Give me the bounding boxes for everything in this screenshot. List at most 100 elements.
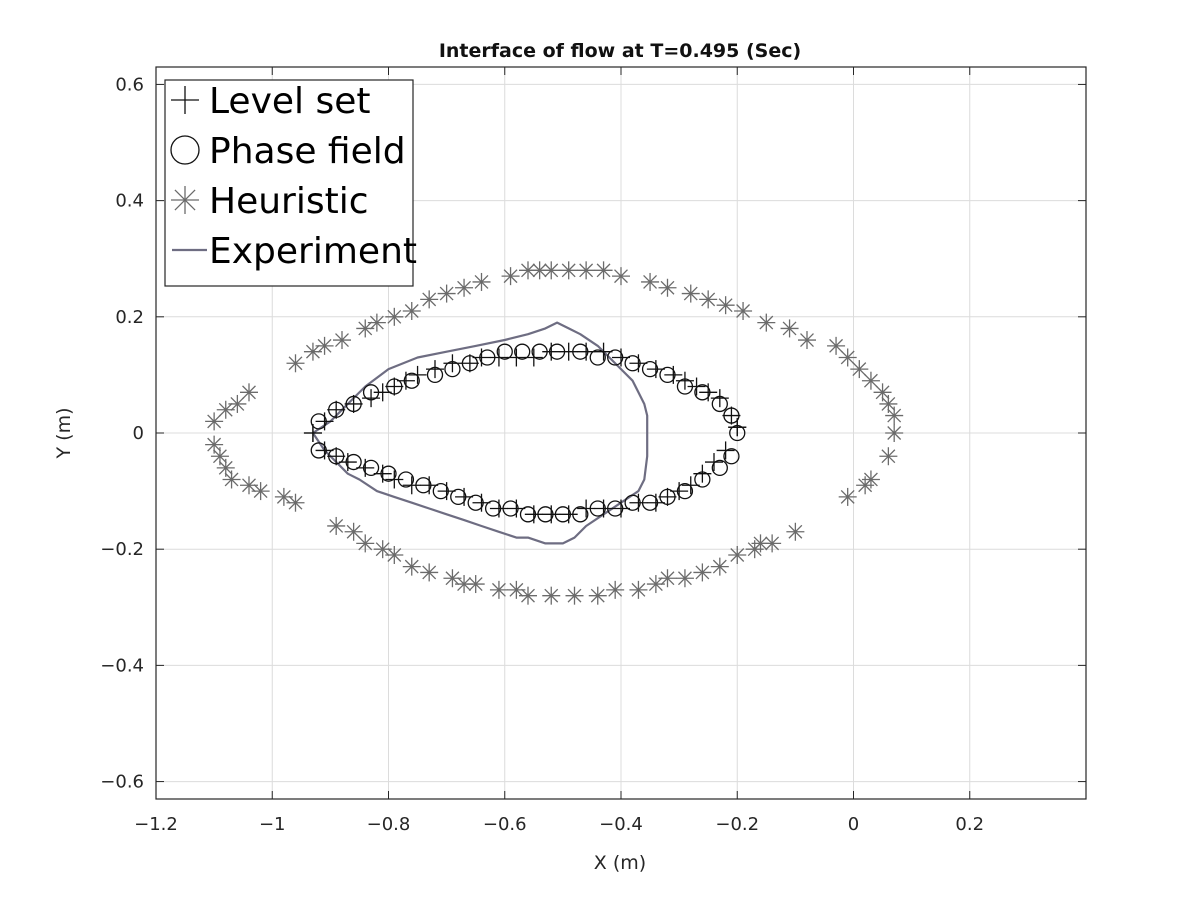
data-point-level-set <box>722 406 741 425</box>
data-point-level-set <box>577 342 596 361</box>
series-heuristic <box>205 261 904 605</box>
x-tick-label: −0.2 <box>715 814 759 835</box>
data-point-heuristic <box>885 424 904 442</box>
asterisk-stroke <box>242 478 256 493</box>
data-point-level-set <box>373 464 392 483</box>
data-point-heuristic <box>489 580 508 599</box>
data-point-level-set <box>420 476 439 495</box>
asterisk-stroke <box>212 449 227 464</box>
data-point-heuristic <box>827 336 846 355</box>
data-point-level-set <box>472 348 491 367</box>
asterisk-stroke <box>224 472 239 487</box>
data-point-heuristic <box>367 313 386 332</box>
data-point-heuristic <box>356 534 375 553</box>
data-point-heuristic <box>542 261 561 280</box>
y-tick-label: 0.2 <box>115 307 144 328</box>
data-point-heuristic <box>838 487 857 506</box>
data-point-level-set <box>338 453 357 472</box>
data-point-level-set <box>693 464 712 483</box>
data-point-level-set <box>472 493 491 512</box>
data-point-heuristic <box>745 540 764 559</box>
data-point-heuristic <box>565 586 584 605</box>
asterisk-stroke <box>852 362 867 377</box>
data-point-heuristic <box>879 447 898 466</box>
legend-swatch-heuristic <box>171 186 199 214</box>
asterisk-stroke <box>579 263 594 278</box>
asterisk-stroke <box>468 577 483 591</box>
x-tick-label: −1.2 <box>134 814 178 835</box>
data-point-level-set <box>489 499 508 518</box>
legend-label-level-set: Level set <box>209 81 371 122</box>
asterisk-stroke <box>387 548 402 562</box>
asterisk-stroke <box>631 582 646 597</box>
asterisk-stroke <box>614 269 628 284</box>
x-tick-label: 0.2 <box>955 814 984 835</box>
data-point-heuristic <box>658 278 677 297</box>
asterisk-stroke <box>800 333 814 347</box>
asterisk-stroke <box>712 559 727 574</box>
y-tick-label: −0.4 <box>100 655 144 676</box>
asterisk-stroke <box>701 292 716 307</box>
data-point-level-set <box>629 493 648 512</box>
data-point-level-set <box>315 441 334 460</box>
asterisk-stroke <box>491 582 506 597</box>
data-point-heuristic <box>286 354 305 373</box>
data-point-phase-field <box>514 343 531 360</box>
x-axis-label: X (m) <box>594 852 646 874</box>
legend-label-phase-field: Phase field <box>209 131 406 172</box>
asterisk-stroke <box>474 275 489 289</box>
asterisk-stroke <box>660 280 675 295</box>
data-point-level-set <box>507 348 526 367</box>
asterisk-stroke <box>596 263 611 278</box>
asterisk-stroke <box>730 548 745 562</box>
plot-frame <box>155 66 1087 800</box>
data-point-level-set <box>577 499 596 518</box>
asterisk-stroke <box>457 280 472 295</box>
data-point-heuristic <box>240 476 258 495</box>
data-point-heuristic <box>472 272 491 291</box>
data-point-heuristic <box>402 302 421 320</box>
data-point-phase-field <box>496 343 513 360</box>
data-point-phase-field <box>711 459 728 477</box>
asterisk-stroke <box>317 338 332 353</box>
data-point-level-set <box>443 354 462 373</box>
series-level-set <box>303 342 747 524</box>
data-point-level-set <box>664 365 683 384</box>
data-point-heuristic <box>420 290 439 309</box>
data-point-heuristic <box>344 522 363 541</box>
data-point-level-set <box>373 383 392 402</box>
data-point-level-set <box>460 354 479 373</box>
data-point-heuristic <box>850 360 869 379</box>
data-point-heuristic <box>437 284 456 303</box>
data-point-heuristic <box>577 261 596 280</box>
asterisk-stroke <box>305 344 320 359</box>
asterisk-stroke <box>242 385 256 400</box>
data-point-heuristic <box>385 307 404 326</box>
data-point-level-set <box>559 505 578 524</box>
asterisk-stroke <box>608 582 623 597</box>
asterisk-stroke <box>567 588 582 603</box>
asterisk-stroke <box>509 582 524 597</box>
asterisk-stroke <box>532 263 547 278</box>
data-point-level-set <box>646 493 665 512</box>
asterisk-stroke <box>829 338 844 353</box>
data-point-level-set <box>705 453 723 472</box>
asterisk-stroke <box>765 536 780 551</box>
asterisk-stroke <box>718 298 733 313</box>
asterisk-stroke <box>747 542 762 557</box>
asterisk-stroke <box>439 286 454 301</box>
data-point-level-set <box>675 371 694 390</box>
data-point-heuristic <box>327 516 346 535</box>
asterisk-stroke <box>276 489 291 504</box>
data-point-heuristic <box>315 336 334 355</box>
data-point-level-set <box>426 360 444 379</box>
asterisk-stroke <box>875 385 890 400</box>
chart-title: Interface of flow at T=0.495 (Sec) <box>439 40 801 62</box>
asterisk-stroke <box>858 478 873 493</box>
data-point-heuristic <box>838 348 857 367</box>
y-tick-label: −0.6 <box>100 772 144 793</box>
data-point-heuristic <box>856 476 875 495</box>
asterisk-stroke <box>253 484 268 499</box>
data-point-level-set <box>687 377 706 396</box>
